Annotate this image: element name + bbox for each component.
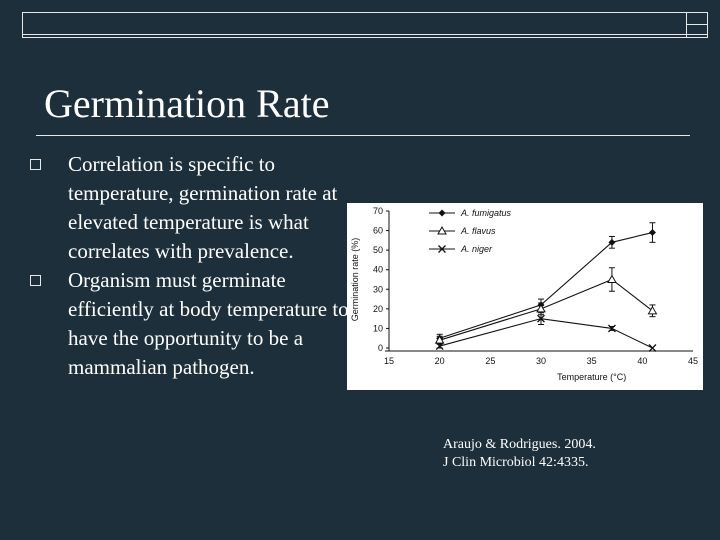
x-tick-label: 40	[637, 356, 647, 366]
series-line	[439, 318, 653, 349]
y-tick-label: 20	[373, 304, 383, 314]
data-point	[537, 314, 545, 323]
bullet-text: Correlation is specific to temperature, …	[68, 152, 338, 263]
slide-header-decoration	[22, 12, 712, 40]
x-tick-label: 15	[384, 356, 394, 366]
citation-line: J Clin Microbiol 42:4335.	[443, 455, 589, 470]
chart-svg: 0 10 20 30 40 50 60 70 15 20 25 30 35 40 45 Temperature…	[350, 206, 698, 382]
data-point	[607, 274, 617, 283]
x-axis-label: Temperature (°C)	[557, 372, 626, 382]
square-bullet-icon	[30, 275, 41, 286]
series-line	[439, 278, 653, 341]
data-point	[536, 303, 546, 313]
bullet-text: Organism must germinate efficiently at b…	[68, 268, 349, 379]
x-tick-label: 35	[587, 356, 597, 366]
header-line	[22, 34, 708, 35]
x-tick-label: 20	[435, 356, 445, 366]
y-tick-label: 70	[373, 206, 383, 216]
header-frame	[22, 12, 708, 38]
y-tick-label: 10	[373, 323, 383, 333]
data-point	[435, 342, 444, 351]
x-tick-label: 30	[536, 356, 546, 366]
bullet-item: Correlation is specific to temperature, …	[30, 150, 350, 266]
citation-line: Araujo & Rodrigues. 2004.	[443, 437, 596, 452]
bullet-item: Organism must germinate efficiently at b…	[30, 266, 350, 382]
legend-label: A. fumigatus	[460, 208, 512, 218]
y-tick-label: 50	[373, 245, 383, 255]
y-tick-label: 40	[373, 265, 383, 275]
header-corner-box	[686, 12, 708, 38]
legend-label: A. niger	[460, 244, 493, 254]
x-tick-label: 45	[688, 356, 698, 366]
x-tick-label: 25	[485, 356, 495, 366]
y-axis-label: Germination rate (%)	[350, 238, 360, 322]
legend-marker	[437, 225, 447, 235]
y-tick-label: 30	[373, 284, 383, 294]
slide-title: Germination Rate	[44, 81, 330, 126]
data-point	[607, 324, 616, 333]
header-corner-line	[686, 24, 708, 25]
citation: Araujo & Rodrigues. 2004. J Clin Microbi…	[443, 436, 596, 472]
series-line	[439, 231, 653, 339]
data-point	[608, 238, 616, 246]
legend-marker	[438, 245, 446, 253]
y-tick-label: 60	[373, 226, 383, 236]
bullet-list: Correlation is specific to temperature, …	[30, 150, 350, 382]
title-divider	[36, 135, 690, 136]
legend-label: A. flavus	[460, 226, 496, 236]
data-point	[434, 335, 445, 344]
germination-chart: 0 10 20 30 40 50 60 70 15 20 25 30 35 40 45 Temperature…	[347, 203, 703, 390]
y-tick-label: 0	[378, 343, 383, 353]
square-bullet-icon	[30, 159, 41, 170]
data-point	[648, 229, 656, 237]
legend-marker	[438, 209, 446, 217]
data-point	[647, 305, 658, 315]
data-point	[648, 344, 657, 352]
